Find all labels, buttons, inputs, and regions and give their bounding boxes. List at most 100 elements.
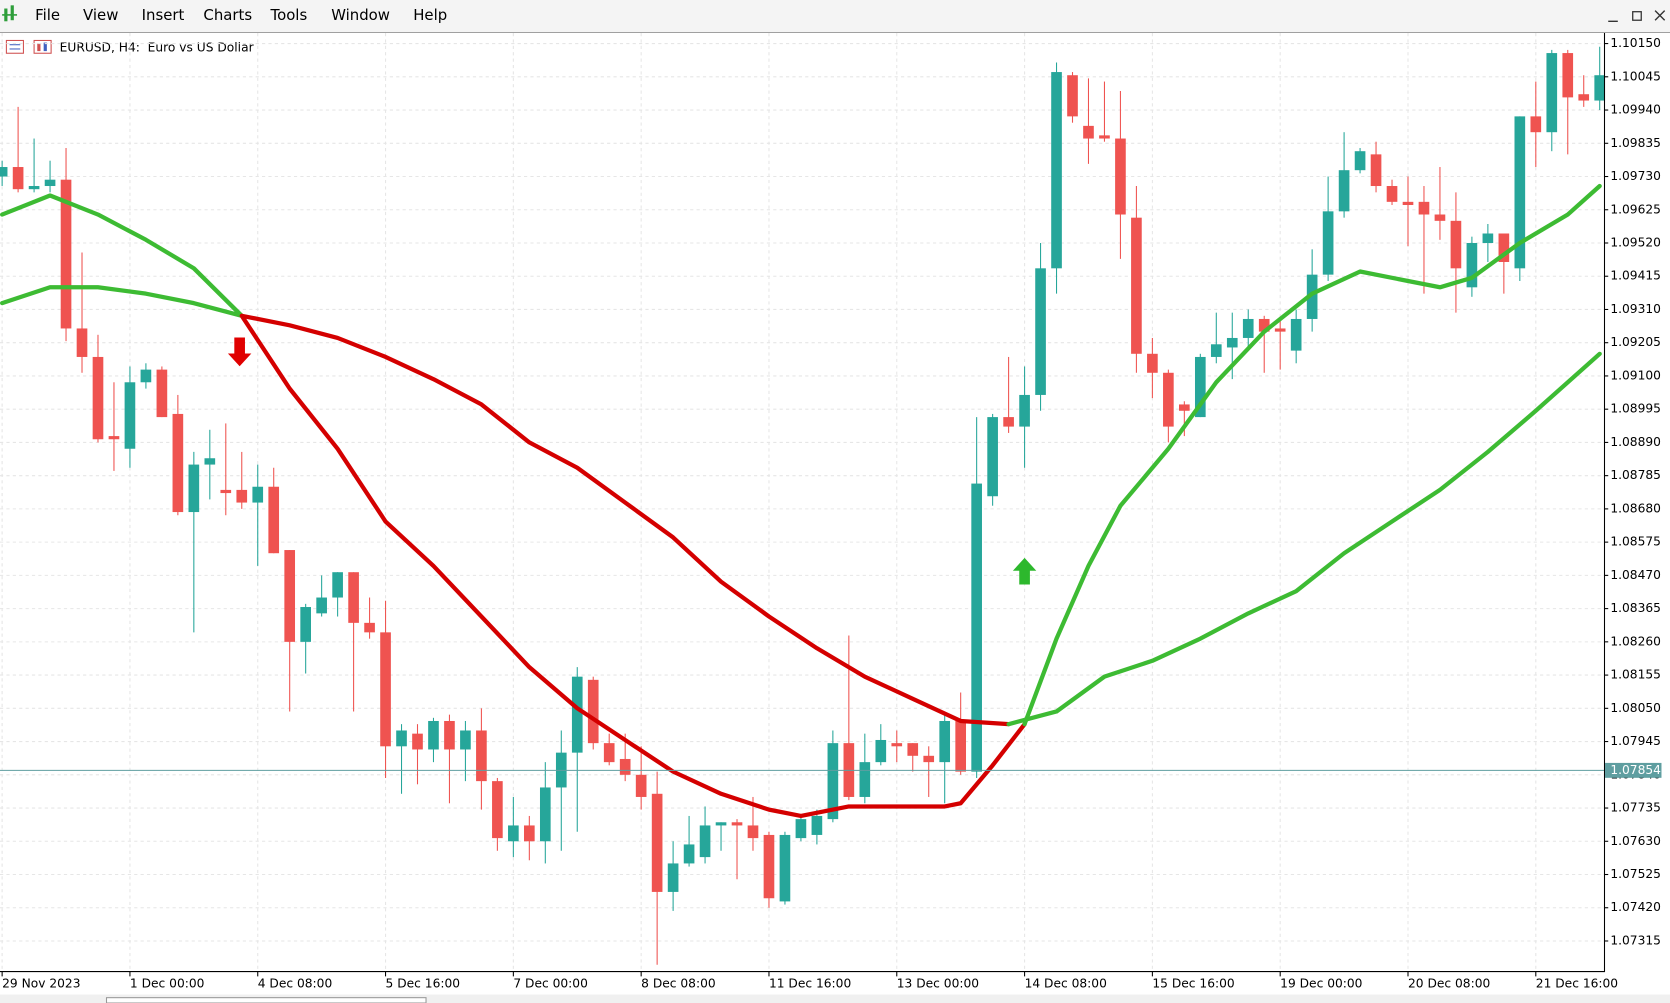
y-tick-label: 1.08890 <box>1610 435 1661 449</box>
candle-body <box>60 179 72 329</box>
candle-body <box>859 762 871 797</box>
candle-body <box>1450 220 1462 269</box>
y-tick-label: 1.08260 <box>1610 634 1661 648</box>
candle-body <box>923 755 935 763</box>
y-tick-label: 1.10150 <box>1610 36 1661 50</box>
candle-body <box>683 844 695 864</box>
candle-body <box>140 369 152 383</box>
candle-body <box>44 179 56 187</box>
menu-item[interactable]: Insert <box>142 6 185 24</box>
candle-body <box>252 486 264 503</box>
candle-body <box>699 825 711 858</box>
candle-body <box>428 720 439 750</box>
candle-body <box>571 676 583 753</box>
candle-body <box>1482 233 1494 243</box>
candle-body <box>316 597 327 614</box>
candle-body <box>1067 75 1078 117</box>
candle-body <box>156 369 168 418</box>
candle-body <box>364 622 375 633</box>
y-tick-label: 1.08470 <box>1610 568 1661 582</box>
candle-body <box>1131 217 1142 354</box>
y-tick-label: 1.08155 <box>1610 668 1661 682</box>
y-tick-label: 1.07525 <box>1610 867 1661 881</box>
candle-body <box>460 730 471 750</box>
menu-item[interactable]: Window <box>331 6 390 24</box>
candle-body <box>971 483 982 772</box>
candle-body <box>907 743 919 756</box>
y-tick-label: 1.08785 <box>1610 468 1661 482</box>
x-tick-label: 5 Dec 16:00 <box>386 976 461 990</box>
candle-body <box>124 382 136 449</box>
candle-body <box>1258 318 1270 332</box>
candle-body <box>188 464 200 513</box>
moving-average <box>239 313 1027 819</box>
candle-body <box>1402 201 1414 206</box>
candle-body <box>396 730 407 747</box>
x-tick-label: 7 Dec 00:00 <box>513 976 588 990</box>
candle-body <box>444 720 455 750</box>
candle-body <box>667 863 679 892</box>
menu-item[interactable]: File <box>35 6 60 24</box>
candle-body <box>1546 53 1558 133</box>
candle-body <box>635 774 647 797</box>
menu-item[interactable]: View <box>83 6 118 24</box>
candle-body <box>603 743 615 763</box>
candle-body <box>492 781 503 839</box>
candle-body <box>651 793 663 892</box>
moving-average <box>0 193 244 318</box>
candle-body <box>236 489 248 503</box>
menu-item[interactable]: Help <box>413 6 447 24</box>
candle-body <box>92 356 104 440</box>
candle-body <box>1051 72 1062 269</box>
chart-tab[interactable] <box>105 997 427 1003</box>
tab-bar <box>0 994 1670 1003</box>
y-tick-label: 1.09205 <box>1610 335 1661 349</box>
candle-body <box>1083 125 1094 139</box>
candle-body <box>715 822 727 826</box>
y-tick-label: 1.09310 <box>1610 302 1661 316</box>
candle-body <box>731 822 743 826</box>
candle-body <box>1594 75 1606 101</box>
candle-body <box>332 572 343 598</box>
candle-body <box>939 720 951 763</box>
price-label: 1.07854 <box>1610 763 1661 777</box>
y-tick-label: 1.09625 <box>1610 202 1661 216</box>
candle-body <box>619 758 631 775</box>
price-label-box <box>1605 762 1662 778</box>
y-tick-label: 1.07315 <box>1610 933 1661 947</box>
candle-body <box>300 607 311 642</box>
x-tick-label: 21 Dec 16:00 <box>1536 976 1618 990</box>
candle-body <box>1035 268 1046 395</box>
candle-body <box>284 550 296 642</box>
x-tick-label: 15 Dec 16:00 <box>1152 976 1234 990</box>
menu-item[interactable]: Charts <box>203 6 252 24</box>
app-icon <box>2 5 18 22</box>
y-tick-label: 1.09730 <box>1610 169 1661 183</box>
menu-item[interactable]: Tools <box>270 6 308 24</box>
candle-body <box>1306 274 1318 319</box>
window-controls[interactable] <box>1608 10 1666 22</box>
candle-body <box>1530 116 1542 133</box>
y-tick-label: 1.08365 <box>1610 601 1661 615</box>
x-tick-label: 11 Dec 16:00 <box>769 976 851 990</box>
candle-body <box>779 834 791 902</box>
sell-arrow <box>227 337 252 367</box>
candle-body <box>1226 337 1238 348</box>
candle-body <box>1242 318 1254 338</box>
plot <box>0 46 1606 965</box>
candle-body <box>795 819 807 839</box>
x-tick-label: 4 Dec 08:00 <box>258 976 333 990</box>
candle-body <box>28 186 40 190</box>
candle-body <box>108 436 120 440</box>
candle-body <box>539 787 551 842</box>
candle-body <box>1418 201 1430 215</box>
candle-body <box>172 413 184 513</box>
y-tick-label: 1.07945 <box>1610 734 1661 748</box>
x-tick-label: 13 Dec 00:00 <box>897 976 979 990</box>
y-tick-label: 1.09835 <box>1610 136 1661 150</box>
axes: 1.10150 1.10045 1.09940 1.09835 1.09730 1.096… <box>1 36 1662 990</box>
x-tick-label: 29 Nov 2023 <box>2 976 80 990</box>
candle-body <box>476 730 487 782</box>
candle-body <box>987 417 998 497</box>
